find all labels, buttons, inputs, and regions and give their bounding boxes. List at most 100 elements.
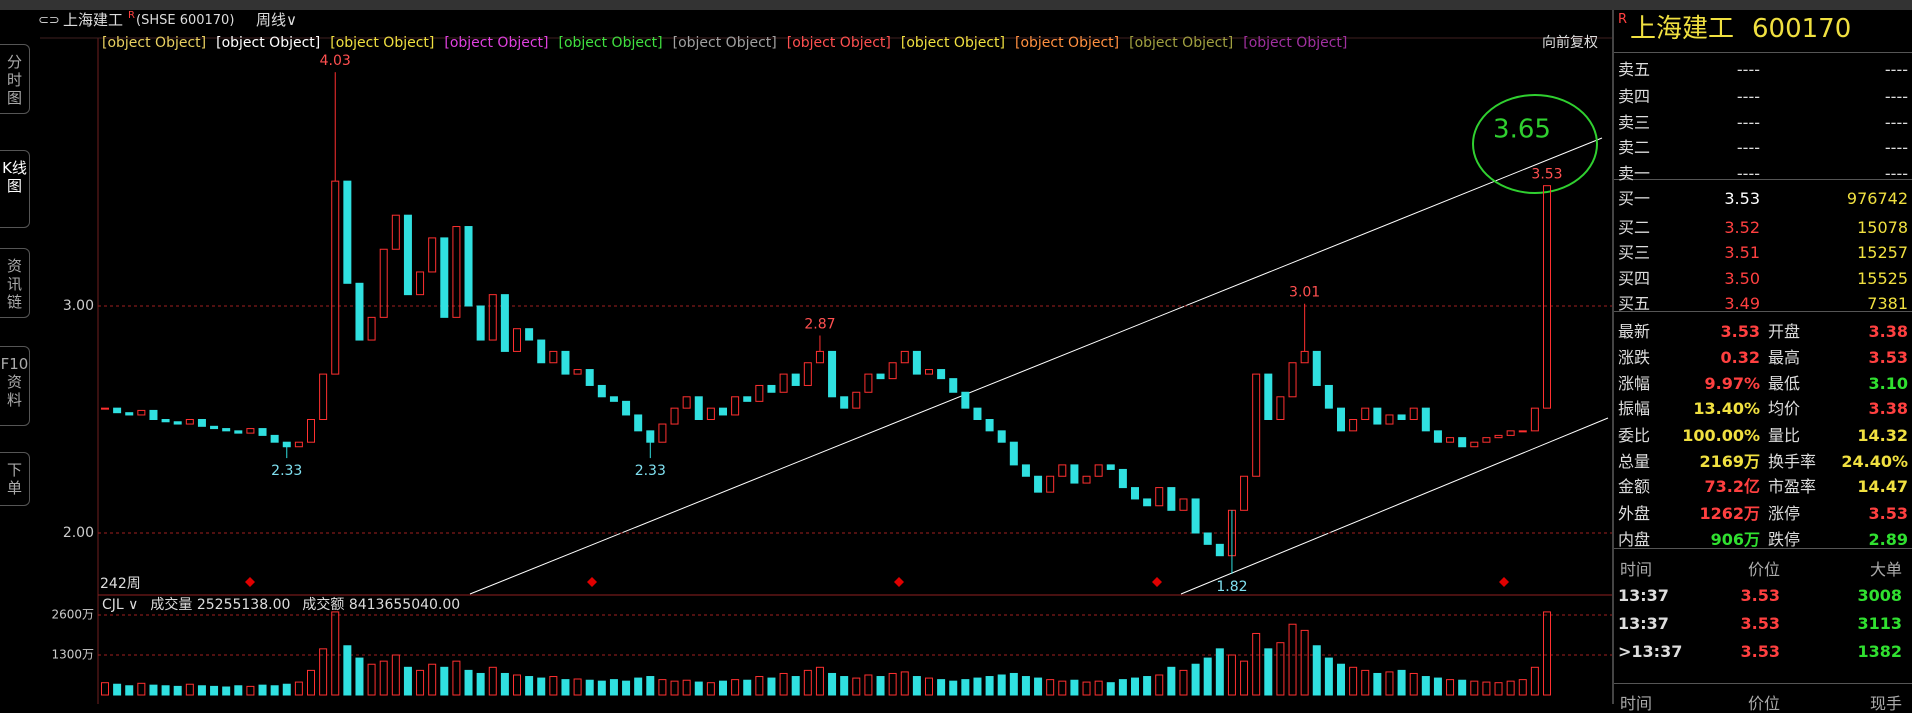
candle (1482, 437, 1491, 443)
volume-bar (355, 657, 364, 696)
book-label: 卖三 (1618, 113, 1651, 132)
candle (246, 428, 255, 434)
extreme-label: 3.01 (1289, 285, 1320, 301)
volume-bar (852, 677, 861, 696)
extreme-label: 2.33 (271, 463, 302, 479)
volume-bar (1470, 680, 1479, 696)
sidebar-tab[interactable]: F10资料 (0, 346, 30, 426)
stat-value: 24.40% (1841, 452, 1908, 471)
stat-label: 量比 (1768, 426, 1801, 445)
candle (1506, 430, 1515, 436)
candle (488, 294, 497, 341)
volume-bar (1312, 645, 1321, 696)
sidebar-tab[interactable]: 资讯链 (0, 248, 30, 318)
volume-bar (1385, 671, 1394, 696)
candle (646, 430, 655, 443)
candle (888, 362, 897, 380)
trades-header: 价位 (1747, 694, 1780, 713)
candle (452, 226, 461, 318)
separator (1614, 52, 1912, 53)
sidebar-tab[interactable]: K线图 (0, 150, 30, 228)
diamond-markers (245, 577, 1509, 587)
volume-bar (416, 669, 425, 696)
candle (307, 419, 315, 443)
quote-panel: R 上海建工 600170 卖五 ---- ---- 卖四 ---- ---- 卖三 ---- ---… (1612, 10, 1912, 712)
adjust-mode[interactable]: 向前复权 (1542, 34, 1598, 51)
sidebar-tab[interactable]: 分时图 (0, 44, 30, 114)
extreme-label: 1.82 (1216, 579, 1247, 595)
candle (185, 419, 194, 425)
ma-legend: [object Object] (102, 35, 206, 51)
volume-bar (452, 660, 461, 696)
candle (440, 237, 449, 318)
volume-bar (1482, 681, 1491, 696)
stat-value: 13.40% (1693, 399, 1760, 418)
candle (173, 421, 182, 425)
candle (1155, 487, 1164, 507)
top-strip (0, 0, 1912, 10)
volume-bar (549, 676, 558, 696)
volume-bar (973, 677, 982, 696)
stat-label: 最低 (1768, 374, 1801, 393)
trades-header: 价位 (1747, 560, 1780, 579)
candle (731, 396, 740, 416)
volume-bar (1131, 677, 1139, 696)
stat-value: 3.53 (1720, 322, 1760, 341)
volume-bar (743, 679, 752, 696)
volume-bar (949, 680, 958, 696)
stat-label: 换手率 (1768, 452, 1817, 471)
candle (1070, 464, 1079, 484)
extreme-label: 2.33 (635, 463, 666, 479)
candle (755, 384, 764, 402)
stat-label: 涨幅 (1618, 374, 1651, 393)
volume-legend: 成交额 8413655040.00 (302, 596, 460, 613)
candle (1143, 498, 1152, 507)
trade-price: 3.53 (1740, 642, 1780, 661)
candle (1324, 384, 1333, 409)
stat-label: 涨跌 (1618, 348, 1651, 367)
candle (634, 414, 643, 432)
candle (1458, 437, 1467, 448)
volume-bar (1361, 669, 1370, 696)
book-label: 卖五 (1618, 60, 1651, 79)
candle (1240, 475, 1249, 511)
candle (500, 294, 509, 352)
y-tick-label: 2.00 (63, 525, 94, 541)
volume-bar (525, 676, 534, 696)
trend-line (469, 137, 1603, 595)
volume-bar (234, 685, 243, 696)
volume-bar (1203, 657, 1212, 696)
volume-bar (1458, 679, 1467, 696)
trend-line (1180, 417, 1609, 595)
candle (997, 430, 1006, 443)
trades-header: 现手 (1869, 694, 1902, 713)
candle (1276, 396, 1285, 420)
candle (1191, 498, 1200, 534)
volume-legend: 成交量 25255138.00 (150, 596, 290, 613)
stat-label: 振幅 (1618, 399, 1651, 418)
volume-bar (379, 660, 388, 696)
volume-bar (343, 645, 352, 696)
period-selector[interactable]: 周线∨ (256, 11, 297, 29)
candle (1446, 437, 1455, 443)
candle (537, 339, 546, 364)
candle (391, 214, 400, 250)
candle (549, 350, 558, 364)
volume-bar (1034, 677, 1043, 696)
candle (973, 407, 982, 420)
stat-value: 1262万 (1699, 504, 1760, 523)
sidebar-tab[interactable]: 下单 (0, 452, 30, 506)
candle (1009, 441, 1018, 466)
volume-bar (488, 666, 497, 696)
stat-value: 3.38 (1868, 322, 1908, 341)
stat-value: 2169万 (1699, 452, 1760, 471)
candle (658, 423, 667, 443)
book-price: 3.49 (1724, 294, 1760, 313)
separator (1614, 548, 1912, 549)
volume-bar (1143, 676, 1152, 696)
volume-bar (1009, 672, 1018, 696)
stat-label: 外盘 (1618, 504, 1651, 523)
book-label: 买一 (1618, 189, 1651, 208)
candle (1349, 419, 1358, 432)
candle (222, 428, 231, 432)
